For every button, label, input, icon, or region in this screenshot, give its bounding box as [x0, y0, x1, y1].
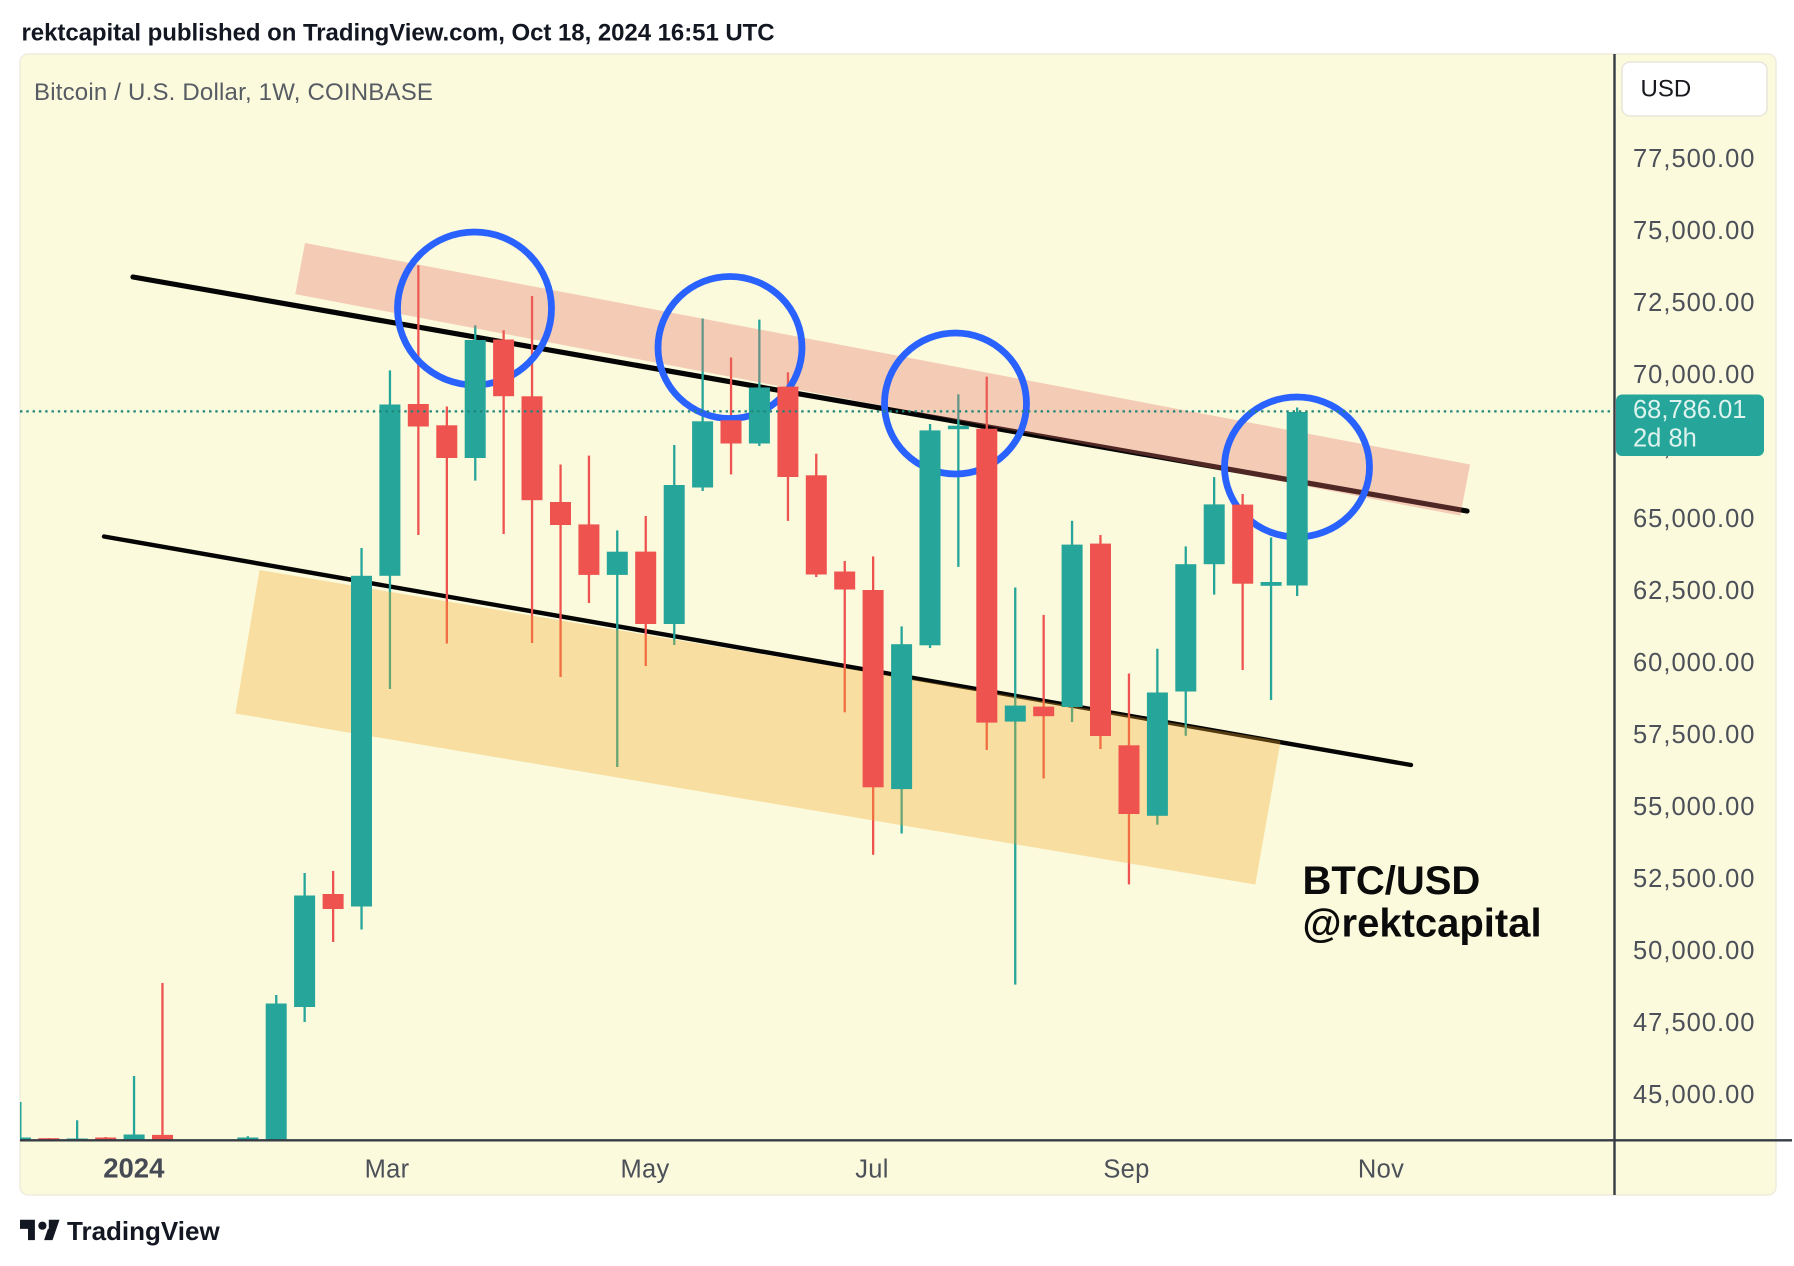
svg-text:65,000.00: 65,000.00	[1633, 505, 1755, 533]
svg-text:75,000.00: 75,000.00	[1633, 217, 1755, 245]
svg-text:USD: USD	[1641, 76, 1692, 103]
svg-text:55,000.00: 55,000.00	[1633, 793, 1755, 821]
svg-text:Jul: Jul	[855, 1156, 889, 1184]
svg-text:BTC/USD: BTC/USD	[1303, 859, 1481, 903]
svg-text:47,500.00: 47,500.00	[1633, 1009, 1755, 1037]
svg-text:77,500.00: 77,500.00	[1633, 145, 1755, 173]
svg-text:Bitcoin / U.S. Dollar, 1W, COI: Bitcoin / U.S. Dollar, 1W, COINBASE	[34, 79, 433, 106]
svg-text:2024: 2024	[103, 1153, 165, 1184]
svg-text:Mar: Mar	[365, 1156, 410, 1184]
svg-text:68,786.01: 68,786.01	[1633, 396, 1746, 424]
svg-text:2d 8h: 2d 8h	[1633, 425, 1697, 453]
svg-text:57,500.00: 57,500.00	[1633, 721, 1755, 749]
svg-text:60,000.00: 60,000.00	[1633, 649, 1755, 677]
svg-text:45,000.00: 45,000.00	[1633, 1081, 1755, 1109]
svg-text:Nov: Nov	[1358, 1156, 1404, 1184]
svg-text:May: May	[620, 1156, 669, 1184]
svg-text:70,000.00: 70,000.00	[1633, 361, 1755, 389]
svg-text:Sep: Sep	[1103, 1156, 1149, 1184]
svg-text:62,500.00: 62,500.00	[1633, 577, 1755, 605]
svg-text:TradingView: TradingView	[67, 1216, 220, 1246]
svg-text:50,000.00: 50,000.00	[1633, 937, 1755, 965]
svg-text:@rektcapital: @rektcapital	[1303, 902, 1542, 946]
svg-text:rektcapital published on Tradi: rektcapital published on TradingView.com…	[22, 20, 775, 47]
svg-text:52,500.00: 52,500.00	[1633, 865, 1755, 893]
svg-text:72,500.00: 72,500.00	[1633, 289, 1755, 317]
